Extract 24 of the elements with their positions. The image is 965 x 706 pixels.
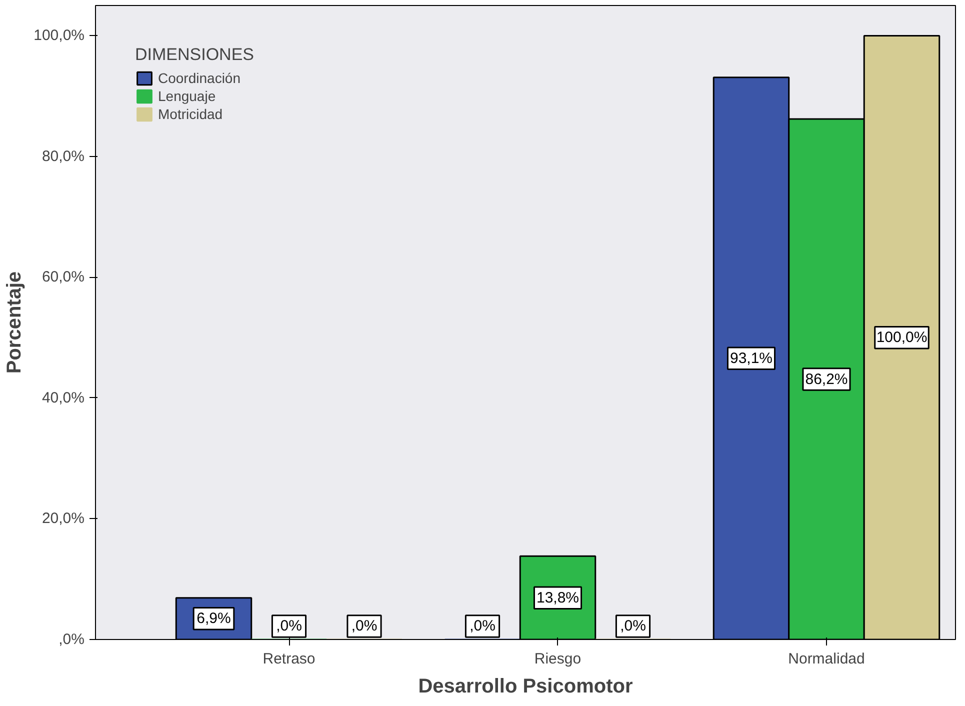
data-label: 13,8% [536,589,580,606]
data-label: 86,2% [805,370,848,388]
legend-label: Motricidad [158,106,223,122]
data-label: ,0% [351,618,378,635]
y-tick-label: 20,0% [42,510,85,528]
y-tick-label: 100,0% [34,27,84,44]
x-tick-label: Retraso [262,650,316,668]
y-axis-title: Porcentaje [4,271,26,374]
data-label: ,0% [620,618,646,635]
legend-label: Lenguaje [158,88,216,104]
data-label: ,0% [276,618,302,635]
data-label: ,0% [470,618,496,635]
x-axis-title: Desarrollo Psicomotor [418,676,633,698]
y-tick-label: 60,0% [42,268,85,286]
y-tick-label: 80,0% [42,148,85,165]
x-tick-label: Riesgo [534,650,582,668]
data-label: 100,0% [876,329,928,346]
data-label: 6,9% [196,610,231,628]
data-label: 93,1% [730,350,773,367]
y-tick-label: ,0% [58,631,85,648]
legend-title: DIMENSIONES [135,45,254,65]
x-tick-label: Normalidad [788,650,865,668]
y-tick-label: 40,0% [42,389,85,406]
legend-label: Coordinación [158,70,240,86]
